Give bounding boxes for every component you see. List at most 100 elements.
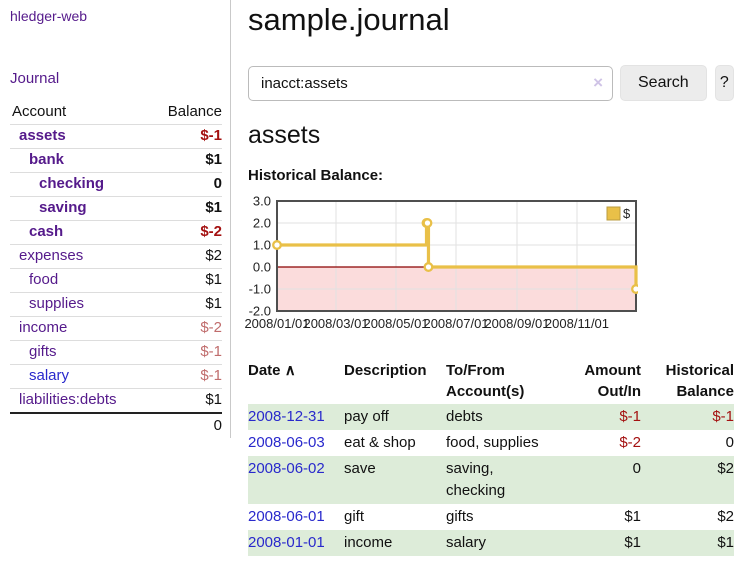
transaction-amount: $1 bbox=[624, 508, 641, 525]
account-row-food: food $1 bbox=[10, 268, 222, 293]
account-row-income: income $-2 bbox=[10, 316, 222, 341]
x-tick-label: 2008/09/01 bbox=[484, 316, 549, 331]
x-tick-label: 2008/11/01 bbox=[545, 316, 609, 331]
transaction-date-link[interactable]: 2008-01-01 bbox=[248, 534, 325, 551]
data-point-marker bbox=[272, 240, 282, 250]
transaction-description: income bbox=[344, 534, 393, 551]
account-balance: $-2 bbox=[150, 220, 222, 245]
data-point-marker bbox=[422, 218, 433, 228]
transaction-row[interactable]: 2008-12-31 pay off debts $-1 $-1 bbox=[248, 404, 734, 430]
account-link-bank[interactable]: bank bbox=[29, 151, 65, 168]
register-header-row: Date ∧ Description To/From Account(s) Am… bbox=[248, 358, 734, 404]
x-tick-label: 2008/05/01 bbox=[363, 316, 428, 331]
account-column-header: Account bbox=[10, 101, 151, 125]
account-heading: assets bbox=[248, 121, 321, 149]
account-row-supplies: supplies $1 bbox=[10, 292, 222, 317]
transaction-balance: $2 bbox=[717, 460, 734, 477]
transaction-accounts: gifts bbox=[446, 508, 474, 525]
transaction-row[interactable]: 2008-06-03 eat & shop food, supplies $-2… bbox=[248, 430, 734, 456]
account-row-checking: checking 0 bbox=[10, 172, 222, 197]
account-row-cash: cash $-2 bbox=[10, 220, 222, 245]
transaction-row[interactable]: 2008-06-02 save saving, checking 0 $2 bbox=[248, 456, 734, 504]
account-link-cash[interactable]: cash bbox=[29, 223, 64, 240]
transaction-row[interactable]: 2008-06-01 gift gifts $1 $2 bbox=[248, 504, 734, 530]
account-link-food[interactable]: food bbox=[29, 271, 59, 288]
account-balance: $2 bbox=[150, 244, 222, 269]
x-tick-label: 2008/03/01 bbox=[303, 316, 368, 331]
account-link-saving[interactable]: saving bbox=[39, 199, 87, 216]
transaction-amount: $-1 bbox=[619, 408, 641, 425]
account-link-assets[interactable]: assets bbox=[19, 127, 66, 144]
account-row-salary: salary $-1 bbox=[10, 364, 222, 389]
app-title-link[interactable]: hledger-web bbox=[10, 8, 88, 24]
data-point-marker bbox=[631, 284, 641, 294]
account-link-gifts[interactable]: gifts bbox=[29, 343, 57, 360]
page-title: sample.journal bbox=[248, 2, 450, 37]
x-tick-label: 2008/07/01 bbox=[423, 316, 488, 331]
transaction-date-link[interactable]: 2008-06-03 bbox=[248, 434, 325, 451]
account-balance: $-2 bbox=[150, 316, 222, 341]
account-link-checking[interactable]: checking bbox=[39, 175, 105, 192]
transaction-date-link[interactable]: 2008-12-31 bbox=[248, 408, 325, 425]
account-link-liabilities-debts[interactable]: liabilities:debts bbox=[19, 391, 117, 408]
transaction-description: eat & shop bbox=[344, 434, 416, 451]
account-row-gifts: gifts $-1 bbox=[10, 340, 222, 365]
transaction-amount: 0 bbox=[632, 460, 641, 477]
y-tick-label: 1.0 bbox=[253, 238, 271, 253]
account-row-expenses: expenses $2 bbox=[10, 244, 222, 269]
account-link-income[interactable]: income bbox=[19, 319, 68, 336]
account-link-salary[interactable]: salary bbox=[29, 367, 70, 384]
transaction-accounts: food, supplies bbox=[446, 434, 539, 451]
description-column-header: Description bbox=[344, 362, 427, 379]
transaction-accounts: debts bbox=[446, 408, 483, 425]
transaction-balance: $2 bbox=[717, 508, 734, 525]
account-link-expenses[interactable]: expenses bbox=[19, 247, 84, 264]
account-row-saving: saving $1 bbox=[10, 196, 222, 221]
account-tree-table: Account Balance assets $-1 bank $1 check… bbox=[10, 101, 222, 438]
transaction-row[interactable]: 2008-01-01 income salary $1 $1 bbox=[248, 530, 734, 556]
amount-column-header: Amount Out/In bbox=[584, 362, 641, 400]
y-tick-label: 2.0 bbox=[253, 216, 271, 231]
y-tick-label: 3.0 bbox=[253, 194, 271, 209]
chart-svg: 3.0 2.0 1.0 0.0 -1.0 -2.02008/01/012008/03/01… bbox=[244, 194, 641, 331]
search-input[interactable] bbox=[248, 65, 613, 101]
data-point-marker bbox=[423, 262, 434, 272]
accounts-total: 0 bbox=[150, 412, 222, 438]
account-balance: $-1 bbox=[150, 364, 222, 389]
account-link-supplies[interactable]: supplies bbox=[29, 295, 85, 312]
legend-swatch bbox=[606, 206, 621, 221]
y-tick-label: 0.0 bbox=[253, 260, 271, 275]
transaction-balance: $1 bbox=[717, 534, 734, 551]
account-balance: $-1 bbox=[150, 124, 222, 149]
search-button[interactable]: Search bbox=[620, 65, 707, 101]
clear-search-icon[interactable]: × bbox=[593, 72, 603, 92]
x-tick-label: 2008/01/01 bbox=[244, 316, 309, 331]
chart-title: Historical Balance: bbox=[248, 167, 384, 184]
register-table: Date ∧ Description To/From Account(s) Am… bbox=[248, 358, 734, 556]
sidebar-item-journal[interactable]: Journal bbox=[10, 70, 60, 87]
transaction-date-link[interactable]: 2008-06-01 bbox=[248, 508, 325, 525]
sidebar: hledger-web Journal Account Balance asse… bbox=[0, 0, 231, 438]
help-button[interactable]: ? bbox=[714, 65, 734, 101]
y-tick-label: -2.0 bbox=[249, 304, 271, 319]
account-balance: $1 bbox=[150, 292, 222, 317]
transaction-description: pay off bbox=[344, 408, 389, 425]
account-balance: $1 bbox=[150, 196, 222, 221]
transaction-amount: $-2 bbox=[619, 434, 641, 451]
accounts-total-row: 0 bbox=[10, 412, 222, 438]
historical-balance-chart: 3.0 2.0 1.0 0.0 -1.0 -2.0 2008/01/01 2008/03/01… bbox=[238, 193, 734, 344]
account-balance: $1 bbox=[150, 268, 222, 293]
main-content: sample.journal × Search ? assets Histori… bbox=[231, 0, 742, 572]
transaction-amount: $1 bbox=[624, 534, 641, 551]
date-column-header[interactable]: Date ∧ bbox=[248, 362, 296, 379]
search-form: × Search ? bbox=[248, 65, 734, 101]
transaction-accounts: salary bbox=[446, 534, 487, 551]
transaction-description: save bbox=[344, 460, 376, 477]
account-row-liabilities-debts: liabilities:debts $1 bbox=[10, 389, 222, 414]
account-row-assets: assets $-1 bbox=[10, 124, 222, 149]
plot-border bbox=[276, 200, 637, 312]
account-balance: $1 bbox=[150, 148, 222, 173]
historical-column-header: Historical Balance bbox=[665, 362, 734, 400]
transaction-date-link[interactable]: 2008-06-02 bbox=[248, 460, 325, 477]
